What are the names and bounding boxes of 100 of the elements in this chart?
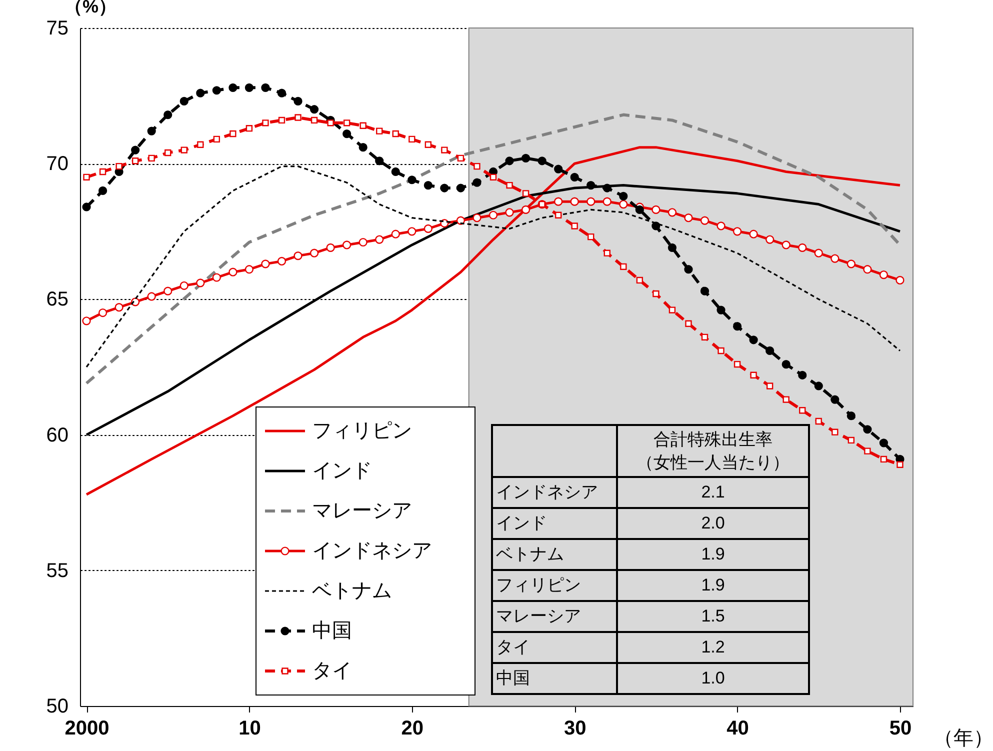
annotation: 中国 [496,668,530,688]
point [326,243,335,252]
point [440,184,449,192]
point [700,286,710,296]
point [570,197,579,206]
point [506,182,513,189]
point [766,346,774,356]
point [147,292,156,301]
annotation: 合計特殊出生率 [654,430,772,449]
point [521,154,530,162]
point [164,286,172,296]
x-tick-label: 30 [564,718,586,740]
point [246,125,253,132]
point [472,214,482,222]
point [180,96,188,106]
annotation: インドネシア [496,482,598,502]
point [213,136,220,143]
y-tick-label: 60 [46,424,68,446]
point [750,372,757,378]
point [814,382,823,390]
annotation: タイ [496,638,530,656]
annotation: フィリピン [496,576,581,594]
point [716,222,726,230]
point [700,216,710,225]
point [554,212,562,218]
point [83,174,90,180]
point [846,412,856,420]
point [604,250,610,256]
point [490,174,497,180]
point [571,222,578,230]
point [408,136,416,143]
annotation: ベトナム [496,544,564,564]
legend-label: タイ [312,660,352,682]
point [424,180,432,190]
point [244,83,254,92]
legend-label: インド [312,460,372,482]
annotation: 1.9 [701,576,725,594]
point [375,235,384,244]
point [277,256,286,266]
point [294,252,302,260]
point [391,230,400,238]
point [261,260,270,268]
point [588,233,594,240]
point [766,235,774,244]
point [277,88,286,98]
point [602,197,612,206]
point [880,456,888,463]
point [228,83,238,92]
point [488,210,498,220]
point [360,122,366,129]
x-tick-label: 40 [726,718,749,740]
point [798,370,807,380]
point [164,149,172,156]
point [848,436,855,444]
point [554,164,563,174]
point [310,248,319,258]
point [456,216,466,225]
point [180,281,188,290]
y-tick-label: 70 [46,153,68,176]
point [342,129,352,138]
point [863,265,872,274]
point [196,278,205,288]
point [294,114,302,121]
point [863,425,872,434]
point [830,395,840,404]
annotation: （女性一人当たり） [636,453,790,472]
point [131,146,140,154]
point [782,240,790,250]
annotation: 1.2 [701,638,725,656]
annotation: 1.0 [701,668,725,688]
point [554,197,563,206]
point [278,116,286,124]
point [864,448,871,454]
point [424,224,432,233]
point [635,205,644,214]
y-tick-label: 55 [46,560,68,582]
x-tick-label: 2000 [64,718,110,740]
point [424,141,432,148]
point [230,130,236,138]
point [718,347,724,354]
point [684,265,693,274]
x-axis-title: （年） [934,728,993,750]
point [766,382,774,390]
point [376,128,383,134]
point [474,162,480,170]
point [815,418,822,425]
annotation: 2.1 [701,482,725,502]
point [244,265,254,274]
annotation: マレーシア [496,606,581,626]
point [538,200,546,208]
point [82,316,91,326]
point [99,168,106,176]
legend-label: マレーシア [312,500,412,522]
point [586,180,596,190]
point [896,461,904,468]
point [392,130,399,138]
point [879,270,888,280]
point [327,120,334,126]
point [896,276,904,285]
point [98,308,108,318]
